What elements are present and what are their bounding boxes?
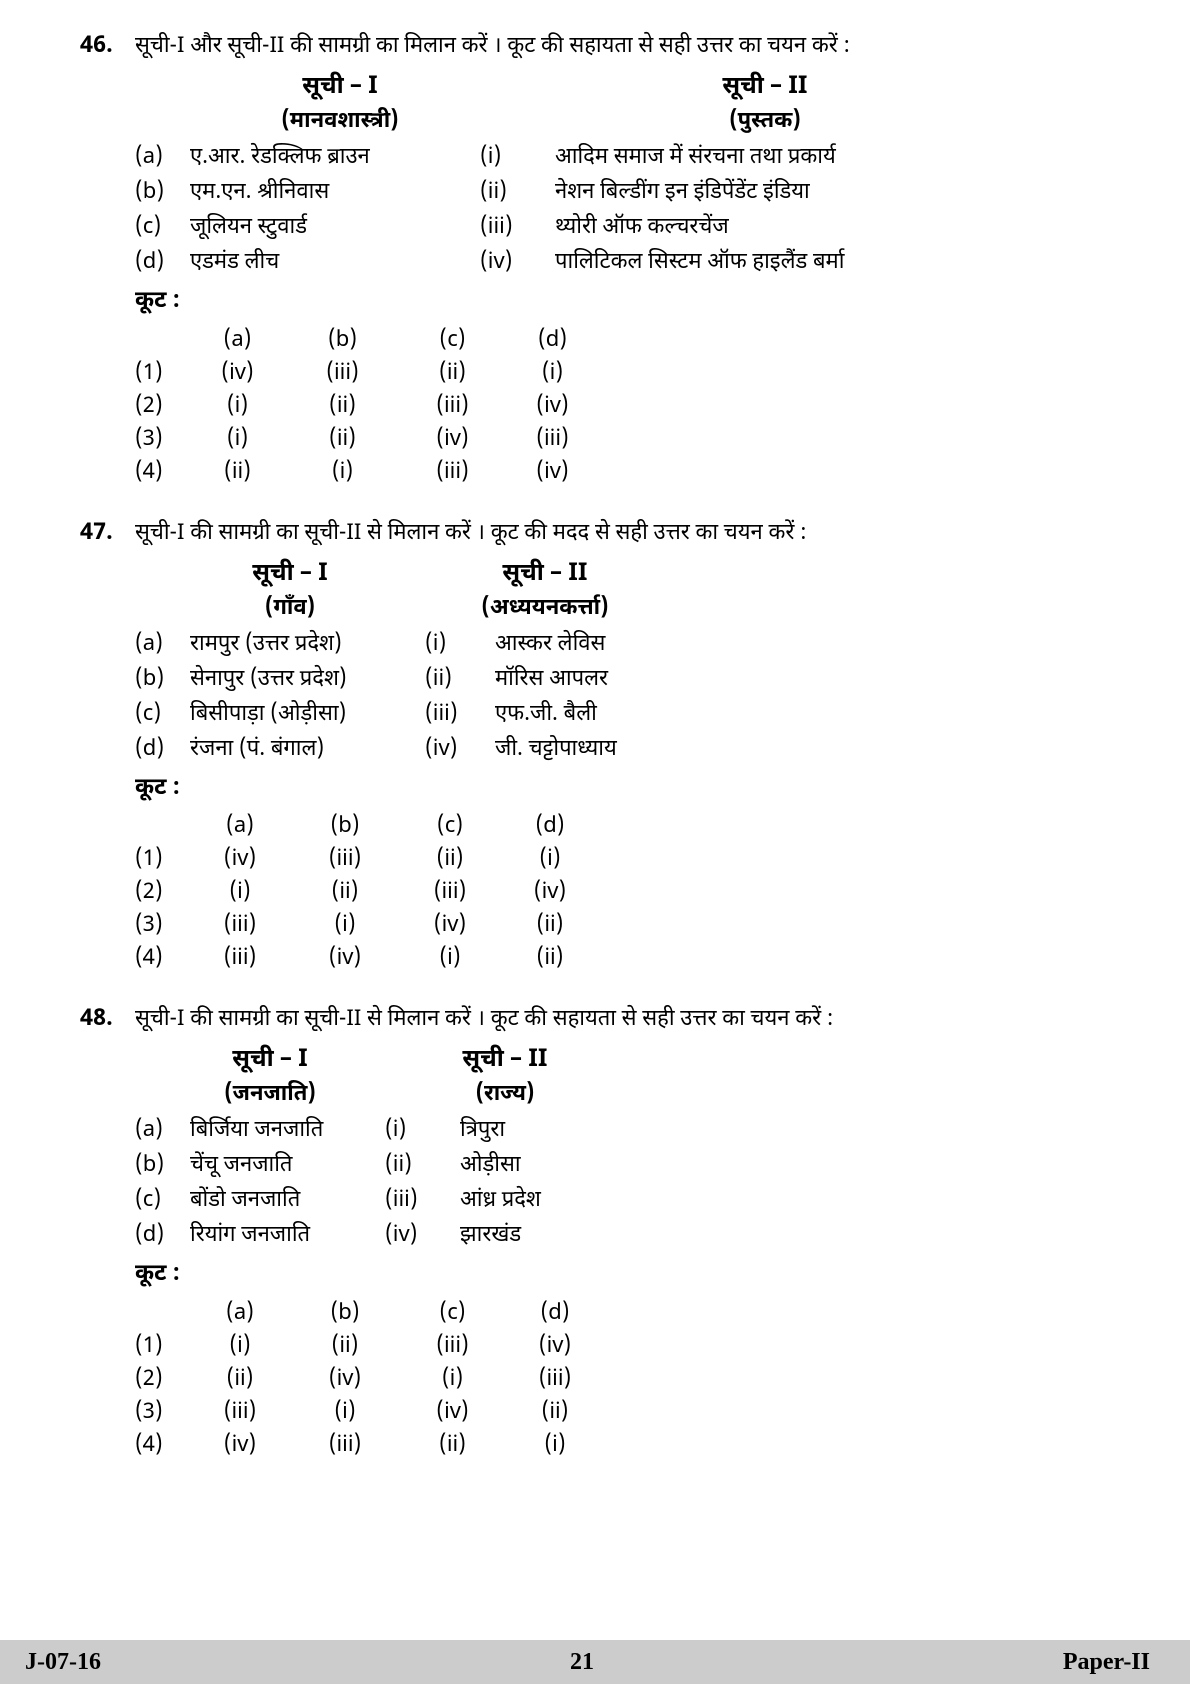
col2-head: सूची – II (राज्य) (415, 1042, 595, 1111)
code-table: (a) (b) (c) (d) (1) (iv) (iii) (ii) (i) … (135, 810, 1110, 975)
code-header: (a) (b) (c) (d) (135, 810, 1110, 843)
stem: सूची-I और सूची-II की सामग्री का मिलान कर… (135, 30, 1110, 63)
stem: सूची-I की सामग्री का सूची-II से मिलान कर… (135, 1003, 1110, 1036)
code-option: (1) (i) (ii) (iii) (iv) (135, 1330, 1110, 1363)
code-option: (1) (iv) (iii) (ii) (i) (135, 357, 1110, 390)
footer-left: J-07-16 (25, 1644, 101, 1680)
code-option: (4) (ii) (i) (iii) (iv) (135, 456, 1110, 489)
code-header: (a) (b) (c) (d) (135, 324, 1110, 357)
list-headers: सूची – I (गाँव) सूची – II (अध्ययनकर्त्ता… (135, 556, 1110, 625)
stem: सूची-I की सामग्री का सूची-II से मिलान कर… (135, 517, 1110, 550)
list-headers: सूची – I (जनजाति) सूची – II (राज्य) (135, 1042, 1110, 1111)
col2-head: सूची – II (अध्ययनकर्त्ता) (430, 556, 660, 625)
code-option: (2) (ii) (iv) (i) (iii) (135, 1363, 1110, 1396)
code-label: कूट : (135, 772, 1110, 807)
code-option: (4) (iv) (iii) (ii) (i) (135, 1429, 1110, 1462)
col2-head: सूची – II (पुस्तक) (565, 69, 965, 138)
question-48: 48. सूची-I की सामग्री का सूची-II से मिला… (80, 1003, 1110, 1462)
code-option: (3) (i) (ii) (iv) (iii) (135, 423, 1110, 456)
col1-head: सूची – I (मानवशास्त्री) (190, 69, 490, 138)
match-rows: (a) रामपुर (उत्तर प्रदेश) (i) आस्कर लेवि… (135, 628, 1110, 766)
question-46: 46. सूची-I और सूची-II की सामग्री का मिला… (80, 30, 1110, 489)
list-headers: सूची – I (मानवशास्त्री) सूची – II (पुस्त… (135, 69, 1110, 138)
footer-right: Paper-II (1063, 1644, 1150, 1680)
qnum: 48. (80, 1003, 135, 1038)
code-option: (3) (iii) (i) (iv) (ii) (135, 1396, 1110, 1429)
col1-head: सूची – I (गाँव) (190, 556, 390, 625)
code-label: कूट : (135, 1258, 1110, 1293)
match-rows: (a) बिर्जिया जनजाति (i) त्रिपुरा (b) चें… (135, 1114, 1110, 1252)
match-rows: (a) ए.आर. रेडक्लिफ ब्राउन (i) आदिम समाज … (135, 141, 1110, 279)
code-option: (2) (i) (ii) (iii) (iv) (135, 390, 1110, 423)
col1-head: सूची – I (जनजाति) (180, 1042, 360, 1111)
code-header: (a) (b) (c) (d) (135, 1297, 1110, 1330)
page-footer: J-07-16 21 Paper-II (0, 1640, 1190, 1684)
code-label: कूट : (135, 285, 1110, 320)
code-option: (2) (i) (ii) (iii) (iv) (135, 876, 1110, 909)
code-table: (a) (b) (c) (d) (1) (iv) (iii) (ii) (i) … (135, 324, 1110, 489)
qnum: 46. (80, 30, 135, 65)
code-option: (3) (iii) (i) (iv) (ii) (135, 909, 1110, 942)
qnum: 47. (80, 517, 135, 552)
code-table: (a) (b) (c) (d) (1) (i) (ii) (iii) (iv) … (135, 1297, 1110, 1462)
code-option: (1) (iv) (iii) (ii) (i) (135, 843, 1110, 876)
footer-center: 21 (570, 1644, 594, 1680)
code-option: (4) (iii) (iv) (i) (ii) (135, 942, 1110, 975)
question-47: 47. सूची-I की सामग्री का सूची-II से मिला… (80, 517, 1110, 976)
